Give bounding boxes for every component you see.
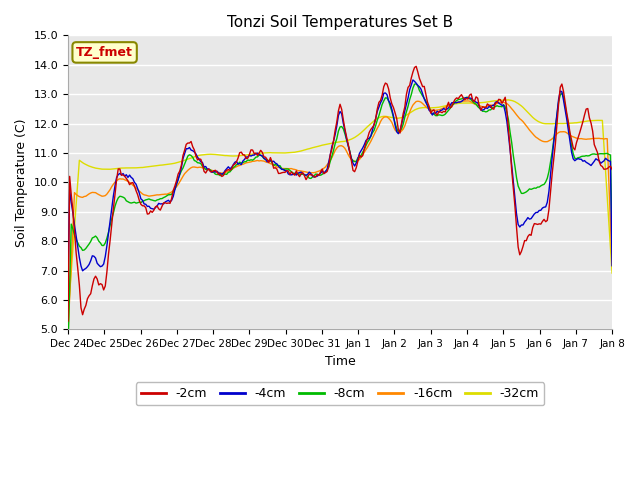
Legend: -2cm, -4cm, -8cm, -16cm, -32cm: -2cm, -4cm, -8cm, -16cm, -32cm — [136, 383, 544, 406]
Text: TZ_fmet: TZ_fmet — [76, 46, 133, 59]
Title: Tonzi Soil Temperatures Set B: Tonzi Soil Temperatures Set B — [227, 15, 453, 30]
X-axis label: Time: Time — [324, 355, 355, 368]
Y-axis label: Soil Temperature (C): Soil Temperature (C) — [15, 118, 28, 247]
